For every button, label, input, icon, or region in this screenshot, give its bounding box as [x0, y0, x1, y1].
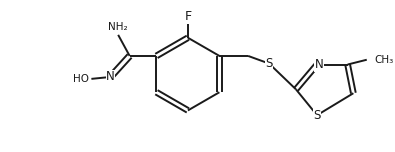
Text: S: S	[265, 57, 273, 70]
Text: N: N	[106, 71, 115, 83]
Text: NH₂: NH₂	[108, 22, 128, 32]
Text: HO: HO	[73, 74, 88, 84]
Text: S: S	[313, 109, 321, 122]
Text: CH₃: CH₃	[374, 55, 394, 65]
Text: N: N	[314, 58, 324, 71]
Text: F: F	[184, 10, 192, 23]
